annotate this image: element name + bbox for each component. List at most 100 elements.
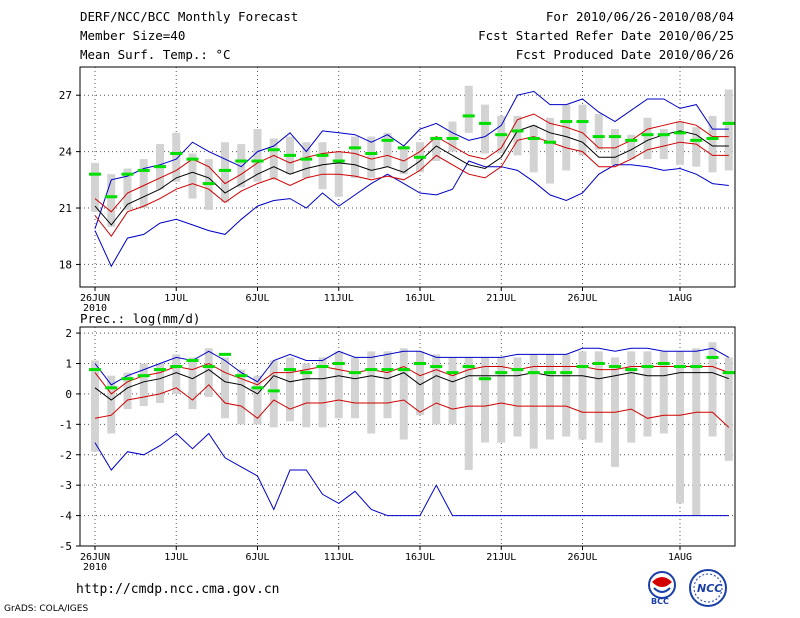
bcc-logo-text: BCC bbox=[651, 597, 669, 606]
range-box bbox=[481, 357, 489, 443]
range-box bbox=[464, 85, 473, 133]
range-box bbox=[383, 132, 392, 167]
range-box bbox=[562, 354, 571, 437]
range-box bbox=[529, 354, 538, 449]
range-box bbox=[188, 357, 197, 410]
range-box bbox=[708, 115, 717, 173]
plot-frame bbox=[79, 326, 736, 547]
range-box bbox=[269, 360, 278, 428]
x-tick-label: 11JUL bbox=[324, 552, 354, 563]
ncc-logo: NCC bbox=[688, 568, 728, 608]
x-tick-label: 21JUL bbox=[486, 552, 516, 563]
range-box bbox=[91, 360, 99, 452]
x-tick-label: 26JUN bbox=[80, 552, 110, 563]
y-tick-label: -5 bbox=[59, 540, 72, 553]
range-box bbox=[724, 357, 733, 461]
range-box bbox=[383, 351, 392, 419]
range-box bbox=[172, 132, 181, 182]
range-box bbox=[416, 351, 424, 416]
sd-plus-line bbox=[94, 113, 729, 213]
sd-minus-line bbox=[94, 384, 730, 428]
range-box bbox=[139, 159, 148, 209]
sd-minus-line bbox=[94, 136, 729, 238]
website-url[interactable]: http://cmdp.ncc.cma.gov.cn bbox=[76, 582, 280, 597]
range-box bbox=[139, 363, 148, 407]
y-tick-label: -1 bbox=[59, 418, 72, 431]
x-tick-label: 26JUL bbox=[567, 552, 597, 563]
range-box bbox=[432, 354, 441, 425]
range-box bbox=[351, 357, 359, 419]
range-box bbox=[269, 138, 278, 180]
range-box bbox=[692, 127, 701, 167]
mean-line bbox=[94, 124, 729, 226]
range-box bbox=[448, 357, 457, 425]
range-box bbox=[611, 129, 619, 165]
range-box bbox=[351, 136, 359, 178]
range-box bbox=[302, 363, 311, 428]
range-box bbox=[399, 145, 408, 175]
max-line bbox=[94, 347, 730, 386]
y-tick-label: 18 bbox=[59, 258, 72, 271]
range-box bbox=[188, 153, 197, 199]
y-tick-label: 21 bbox=[59, 202, 72, 215]
y-tick-label: 24 bbox=[59, 146, 73, 159]
range-box bbox=[643, 351, 652, 437]
range-box bbox=[253, 129, 262, 182]
range-box bbox=[562, 104, 571, 171]
range-box bbox=[107, 375, 116, 434]
x-tick-label: 26JUN bbox=[80, 293, 110, 304]
range-box bbox=[594, 114, 603, 150]
member-size: Member Size=40 bbox=[80, 28, 186, 43]
range-box bbox=[318, 142, 327, 190]
x-year-label: 2010 bbox=[83, 562, 107, 573]
range-box bbox=[643, 117, 652, 160]
range-box bbox=[123, 168, 132, 210]
precipitation-chart: -5 -4 -3 -2 -1 0 1 2 26JUN 1JUL 6JUL 11JUL 16JUL 21JU… bbox=[59, 326, 736, 573]
variable-label: Mean Surf. Temp.: °C bbox=[80, 47, 231, 62]
range-box bbox=[237, 369, 246, 425]
y-tick-label: 2 bbox=[65, 327, 72, 340]
chart-title: DERF/NCC/BCC Monthly Forecast bbox=[80, 9, 299, 24]
x-tick-label: 1JUL bbox=[164, 293, 188, 304]
range-box bbox=[399, 348, 408, 440]
range-box bbox=[627, 351, 636, 443]
x-tick-label: 1AUG bbox=[668, 293, 692, 304]
range-box bbox=[318, 357, 327, 428]
x-tick-label: 11JUL bbox=[324, 293, 354, 304]
range-box bbox=[107, 174, 116, 227]
range-box bbox=[172, 354, 181, 394]
y-tick-label: -3 bbox=[59, 479, 72, 492]
bcc-logo: BCC bbox=[642, 568, 682, 608]
x-tick-label: 6JUL bbox=[245, 552, 269, 563]
min-line bbox=[94, 432, 729, 517]
forecast-started: Fcst Started Refer Date 2010/06/25 bbox=[478, 28, 734, 43]
range-box bbox=[659, 129, 668, 160]
forecast-produced: Fcst Produced Date 2010/06/26 bbox=[515, 47, 734, 62]
y-tick-label: 27 bbox=[59, 89, 72, 102]
y-tick-label: -4 bbox=[59, 510, 73, 523]
range-box bbox=[724, 89, 733, 171]
range-box bbox=[546, 354, 554, 440]
range-box bbox=[594, 351, 603, 443]
x-tick-label: 1JUL bbox=[164, 552, 188, 563]
plot-frame bbox=[79, 66, 736, 288]
range-box bbox=[448, 121, 457, 152]
x-tick-label: 21JUL bbox=[486, 293, 516, 304]
range-box bbox=[237, 144, 246, 188]
range-box bbox=[204, 348, 213, 397]
range-box bbox=[367, 136, 376, 178]
x-tick-label: 6JUL bbox=[245, 293, 269, 304]
range-box bbox=[286, 357, 294, 422]
x-tick-label: 26JUL bbox=[567, 293, 597, 304]
range-box bbox=[367, 351, 376, 434]
max-line bbox=[94, 90, 729, 229]
range-box bbox=[123, 372, 132, 410]
range-box bbox=[627, 134, 636, 160]
range-box bbox=[334, 351, 343, 419]
grads-credit: GrADS: COLA/IGES bbox=[4, 604, 89, 614]
x-tick-label: 16JUL bbox=[405, 552, 435, 563]
x-year-label: 2010 bbox=[83, 303, 107, 314]
x-tick-label: 16JUL bbox=[405, 293, 435, 304]
range-box bbox=[578, 104, 587, 156]
